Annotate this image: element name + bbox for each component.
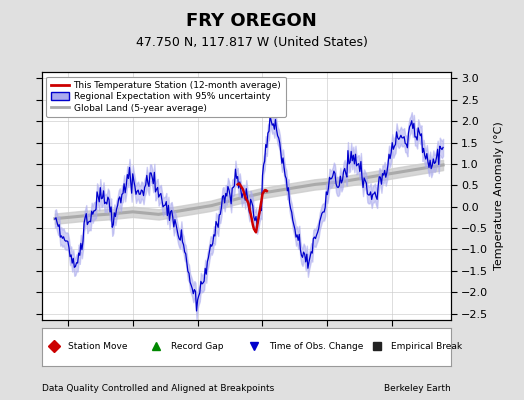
Y-axis label: Temperature Anomaly (°C): Temperature Anomaly (°C)	[494, 122, 504, 270]
Text: Berkeley Earth: Berkeley Earth	[384, 384, 451, 393]
Text: FRY OREGON: FRY OREGON	[186, 12, 317, 30]
Text: 47.750 N, 117.817 W (United States): 47.750 N, 117.817 W (United States)	[136, 36, 367, 49]
Text: Time of Obs. Change: Time of Obs. Change	[269, 342, 363, 351]
Text: Data Quality Controlled and Aligned at Breakpoints: Data Quality Controlled and Aligned at B…	[42, 384, 274, 393]
Text: Station Move: Station Move	[69, 342, 128, 351]
Text: Record Gap: Record Gap	[171, 342, 223, 351]
Text: Empirical Break: Empirical Break	[390, 342, 462, 351]
Legend: This Temperature Station (12-month average), Regional Expectation with 95% uncer: This Temperature Station (12-month avera…	[47, 76, 286, 117]
